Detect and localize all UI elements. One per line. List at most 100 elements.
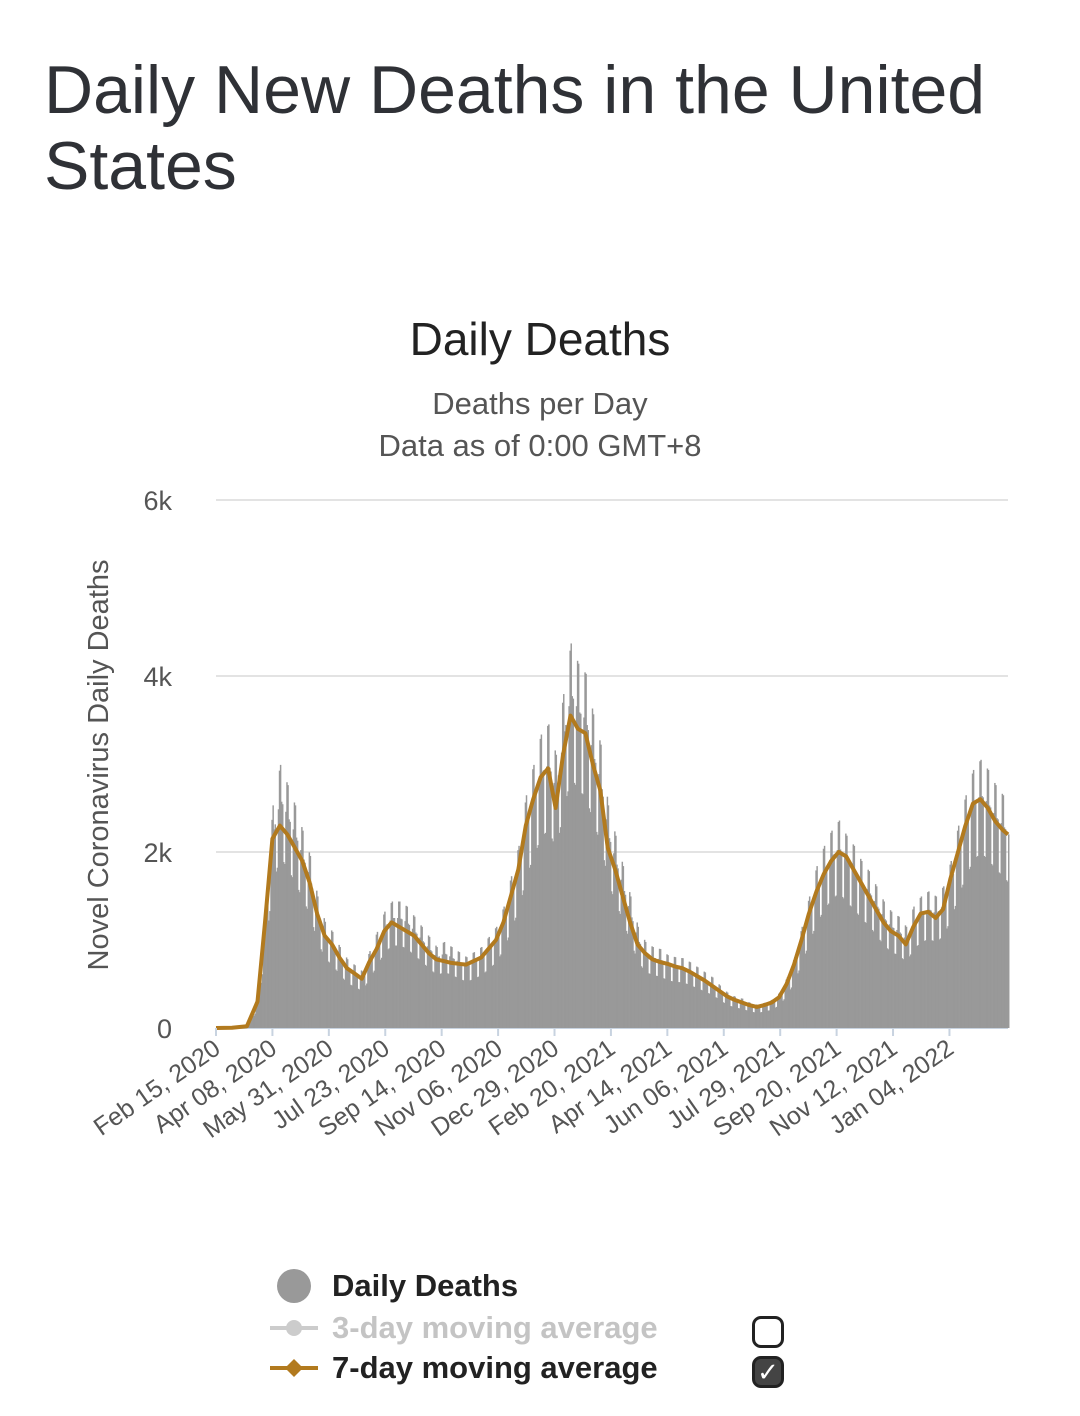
bar <box>631 917 633 1028</box>
bar <box>510 876 513 1028</box>
bar <box>520 857 522 1028</box>
bar <box>962 884 964 1028</box>
bar <box>702 978 704 1028</box>
bar <box>1005 880 1008 1028</box>
bar <box>283 862 285 1028</box>
bar <box>567 791 569 1028</box>
bar <box>318 916 320 1028</box>
bar <box>867 869 869 1028</box>
bar <box>915 919 917 1028</box>
bar <box>674 957 677 1028</box>
bar <box>552 841 554 1028</box>
bar <box>824 867 827 1028</box>
bar <box>352 971 354 1028</box>
bar <box>887 949 890 1028</box>
bar <box>693 986 696 1028</box>
bar <box>675 966 678 1028</box>
bar <box>956 830 959 1028</box>
bar <box>538 780 541 1028</box>
bar <box>662 960 664 1028</box>
bar <box>687 969 690 1028</box>
bar <box>910 954 912 1028</box>
bar <box>350 984 352 1028</box>
bar <box>763 1002 765 1028</box>
bar <box>862 884 864 1028</box>
bar <box>622 866 625 1028</box>
bar <box>293 802 296 1028</box>
bar <box>624 894 627 1028</box>
bar <box>310 883 313 1028</box>
bar <box>805 950 808 1028</box>
bar <box>964 799 966 1028</box>
bar <box>719 985 721 1028</box>
bar <box>654 958 657 1028</box>
bar <box>451 947 453 1028</box>
bar <box>534 795 536 1028</box>
bar <box>385 925 387 1028</box>
bar <box>517 850 519 1028</box>
bar <box>365 985 367 1028</box>
bar <box>304 862 306 1028</box>
bar <box>706 980 709 1028</box>
bar <box>513 888 515 1028</box>
legend-item-3-day-average[interactable]: 3-day moving average <box>266 1308 806 1348</box>
bar <box>738 1008 741 1028</box>
bar <box>525 795 528 1028</box>
legend-item-7-day-average[interactable]: 7-day moving average ✓ <box>266 1348 806 1388</box>
bar <box>369 951 371 1028</box>
bar <box>688 961 691 1028</box>
bar <box>873 901 876 1028</box>
seven-day-average-line[interactable] <box>215 713 1010 1030</box>
bar <box>268 920 270 1028</box>
bar <box>421 926 423 1028</box>
y-tick-label: 2k <box>143 838 172 868</box>
y-tick-label: 4k <box>143 662 172 692</box>
bar <box>269 911 271 1028</box>
bar <box>882 899 884 1028</box>
bar <box>649 973 651 1028</box>
bar <box>457 951 460 1028</box>
bar <box>250 1017 252 1028</box>
bar <box>669 965 671 1028</box>
bar <box>967 819 970 1028</box>
bar <box>701 990 703 1028</box>
bar <box>645 941 647 1028</box>
bar <box>648 973 650 1028</box>
bar <box>817 884 819 1028</box>
legend-item-daily-deaths[interactable]: Daily Deaths <box>266 1266 806 1306</box>
bar <box>454 976 456 1028</box>
bar <box>345 957 348 1028</box>
bar <box>976 856 978 1028</box>
bar <box>993 813 995 1028</box>
bar <box>258 990 261 1028</box>
daily-deaths-bars[interactable] <box>217 643 1010 1028</box>
bar <box>376 931 379 1028</box>
bar <box>531 806 533 1028</box>
three-day-average-checkbox[interactable] <box>752 1316 784 1348</box>
bar <box>630 896 632 1028</box>
bar <box>936 912 939 1028</box>
bar <box>390 902 393 1028</box>
bar <box>582 794 584 1028</box>
bar <box>406 906 409 1028</box>
bar <box>871 929 874 1028</box>
bar <box>997 819 999 1028</box>
bar <box>589 812 592 1028</box>
bar <box>666 954 668 1028</box>
y-tick-label: 0 <box>157 1014 172 1044</box>
bar <box>375 934 378 1028</box>
bar <box>671 981 674 1028</box>
bar <box>370 958 372 1028</box>
bar <box>735 1000 737 1028</box>
bar <box>299 892 301 1028</box>
bar <box>480 947 482 1028</box>
seven-day-average-checkbox[interactable]: ✓ <box>752 1356 784 1388</box>
bar <box>904 925 907 1028</box>
bar <box>725 991 728 1028</box>
bar <box>980 759 982 1028</box>
bar <box>338 944 340 1028</box>
bar <box>927 892 929 1028</box>
bar <box>921 912 924 1028</box>
bar <box>516 877 518 1028</box>
bar <box>270 859 272 1028</box>
